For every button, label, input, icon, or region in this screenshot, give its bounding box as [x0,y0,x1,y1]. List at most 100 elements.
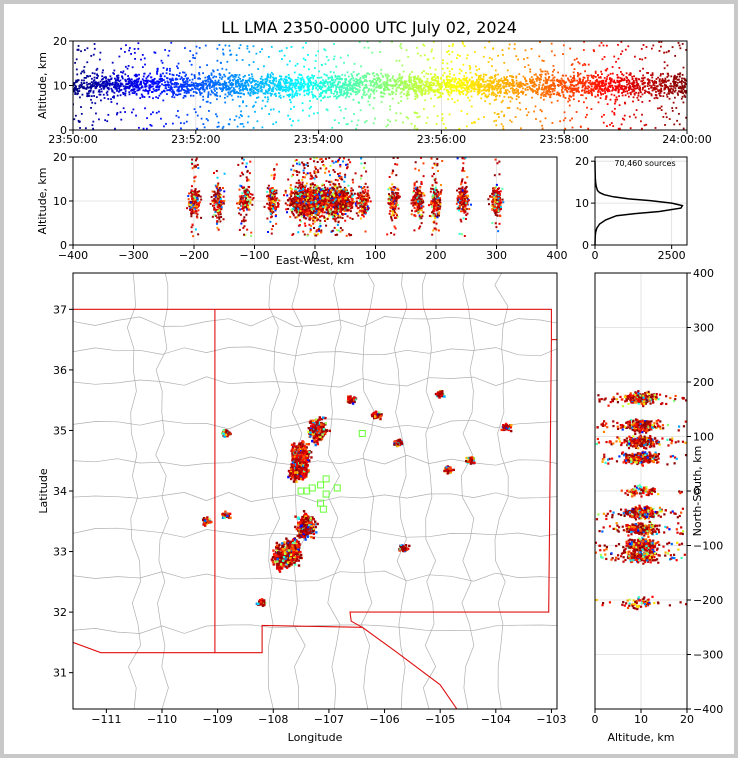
source-point [363,86,366,89]
source-point [421,71,423,74]
source-point [238,116,241,119]
source-point [89,75,92,77]
source-point [471,82,474,85]
source-point [641,93,644,96]
source-point [306,54,309,56]
source-point [493,111,496,114]
source-point [191,202,194,205]
source-point [590,91,593,94]
source-point [603,113,605,116]
source-point [408,93,411,96]
source-point [503,77,506,80]
source-point [236,79,239,82]
source-point [478,86,481,89]
source-point [568,79,571,82]
source-point [120,82,123,85]
source-point [662,116,665,118]
source-point [231,74,234,77]
source-point [399,87,402,90]
source-point [340,89,343,92]
source-point [155,86,158,88]
source-point [552,70,554,73]
source-point [251,80,253,83]
source-point [319,82,321,85]
source-point [681,77,683,80]
source-point [600,87,602,90]
source-point [474,65,477,68]
source-point [179,93,182,96]
source-point [562,119,565,122]
source-point [151,85,154,88]
source-point [147,90,150,93]
source-point [448,53,451,56]
source-point [535,91,538,94]
source-point [598,85,601,87]
source-point [185,92,188,95]
source-point [368,88,371,90]
source-point [344,92,347,95]
source-point [368,73,371,76]
source-point [268,81,271,83]
source-point [226,88,228,91]
source-point [621,85,624,88]
source-point [268,89,271,92]
source-point [337,95,340,98]
source-point [598,82,601,84]
source-point [373,96,376,99]
source-point [91,72,94,75]
source-point [636,86,639,89]
source-point [470,83,473,86]
source-point [308,81,311,84]
source-point [403,89,405,91]
source-point [658,78,661,81]
y-tick-label: 20 [53,35,67,48]
source-point [176,94,179,97]
source-point [74,81,77,84]
source-point [473,50,476,53]
source-point [270,228,273,231]
source-point [660,80,663,82]
source-point [389,84,392,87]
source-point [263,92,266,95]
source-point [516,107,519,110]
source-point [413,79,416,81]
source-point [249,77,252,80]
source-point [571,126,574,129]
source-point [243,225,246,228]
source-point [488,57,491,59]
source-point [294,64,297,67]
source-point [615,87,617,90]
source-point [333,58,335,61]
source-point [608,78,611,81]
source-point [486,79,489,82]
source-point [489,84,492,86]
source-point [446,62,449,65]
source-point [298,171,301,174]
source-point [348,89,351,91]
source-point [324,82,326,85]
source-point [646,91,649,93]
source-point [521,92,524,95]
source-point [237,95,240,98]
source-point [557,85,560,87]
source-point [458,79,461,82]
source-point [436,90,439,93]
source-point [164,87,167,90]
source-point [348,81,351,84]
source-point [404,83,406,85]
source-point [515,55,518,58]
source-point [283,88,286,91]
source-point [151,111,154,114]
source-point [361,75,364,78]
source-point [624,102,627,105]
source-point [253,80,256,83]
source-point [594,85,597,88]
source-point [74,114,77,117]
source-point [327,76,330,79]
source-point [655,96,658,99]
source-point [279,77,282,80]
source-point [151,79,154,81]
source-point [445,89,448,92]
source-point [333,119,336,122]
source-point [495,119,498,122]
